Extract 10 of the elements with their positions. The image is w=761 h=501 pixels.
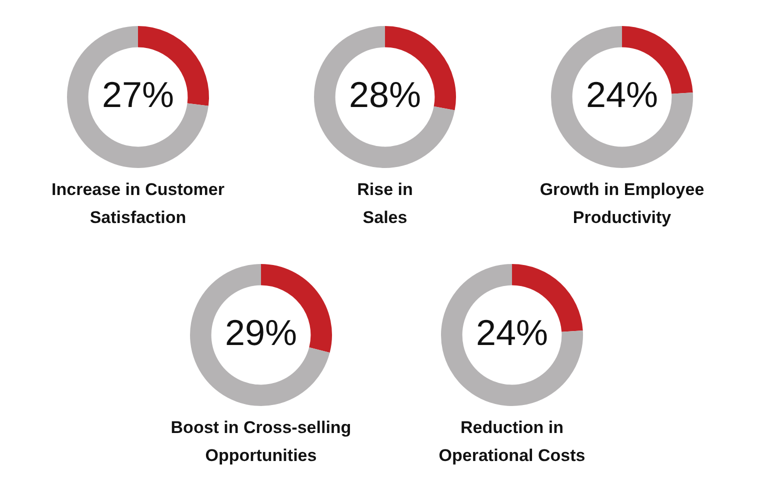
text: Rise in Sales	[356, 179, 414, 229]
data-label: 27%	[102, 74, 174, 115]
data-label: 29%	[224, 312, 298, 353]
data-label: 24%	[476, 312, 548, 353]
text: Growth in Employee Productivity	[538, 179, 706, 229]
text: Boost in Cross-selling Opportunities	[170, 417, 352, 467]
text: Increase in Customer Satisfaction	[50, 179, 226, 229]
data-label: 24%	[586, 74, 658, 115]
data-label: 28%	[348, 74, 422, 115]
text: Reduction in Operational Costs	[438, 417, 586, 467]
